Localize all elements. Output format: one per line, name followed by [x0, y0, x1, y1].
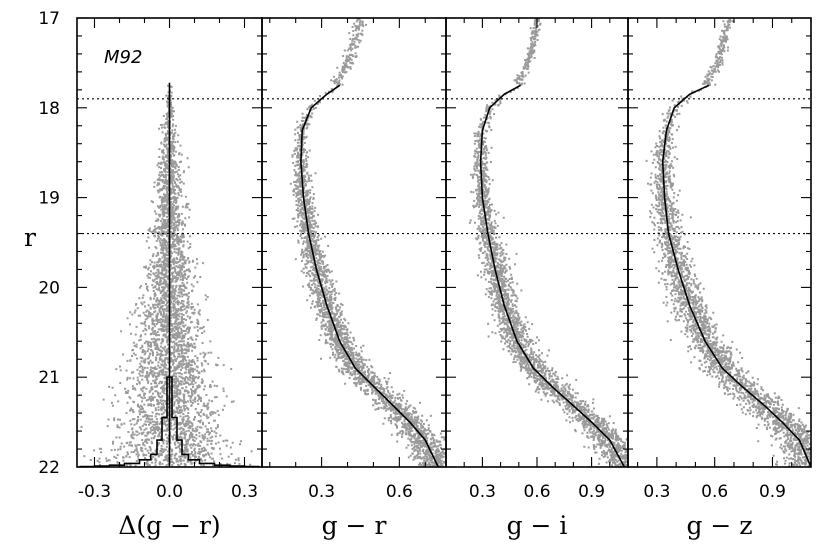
y-axis-label: r	[24, 223, 36, 252]
reference-line-layer	[77, 98, 811, 235]
x-tick-label-gz: 0.9	[759, 482, 786, 502]
y-tick-label: 17	[38, 9, 60, 29]
x-tick-label-delta: -0.3	[78, 482, 111, 502]
histogram-delta	[79, 376, 260, 468]
x-tick-label-gz: 0.3	[643, 482, 670, 502]
x-tick-label-gi: 0.3	[469, 482, 496, 502]
panel-frame-gi	[445, 17, 629, 468]
fiducial-line-gi	[479, 84, 626, 468]
star-point-cloud-gr	[289, 18, 446, 467]
panel-frame-gz	[627, 17, 812, 468]
x-tick-label-gz: 0.6	[701, 482, 728, 502]
x-axis-label-gz: g − z	[686, 511, 752, 540]
y-tick-label: 22	[38, 458, 60, 478]
x-tick-label-gi: 0.6	[523, 482, 550, 502]
x-axis-label-gi: g − i	[507, 511, 568, 540]
star-point-cloud-gz	[645, 18, 811, 467]
x-tick-label-gr: 0.6	[386, 482, 413, 502]
label-layer: -0.3 0.0 0.3 Δ(g − r) 0.3 0.6 g − r 0.3 0.6 0.9 g …	[38, 9, 786, 540]
star-points-delta	[80, 84, 253, 467]
y-tick-label: 19	[38, 189, 60, 209]
x-tick-label-gr: 0.3	[308, 482, 335, 502]
fiducial-line-gz	[661, 84, 812, 468]
star-points-gr	[289, 18, 446, 467]
cluster-label: M92	[104, 47, 142, 68]
star-points-gz	[645, 18, 811, 467]
x-tick-label-gi: 0.9	[578, 482, 605, 502]
x-tick-label-delta: 0.0	[156, 482, 183, 502]
x-axis-label-delta: Δ(g − r)	[118, 511, 220, 540]
fiducial-layer	[79, 82, 812, 468]
y-tick-label: 18	[38, 99, 60, 119]
fiducial-line-gr	[300, 84, 439, 468]
x-axis-label-gr: g − r	[322, 511, 387, 540]
tick-layer	[77, 17, 812, 468]
y-tick-label: 20	[38, 278, 60, 298]
y-tick-label: 21	[38, 368, 60, 388]
x-tick-label-delta: 0.3	[231, 482, 258, 502]
star-points-gi	[468, 18, 628, 467]
star-point-cloud-gi	[468, 18, 628, 467]
panel-frame-gr	[261, 17, 447, 468]
star-point-cloud-delta	[80, 84, 253, 467]
star-point-layer	[80, 18, 811, 467]
